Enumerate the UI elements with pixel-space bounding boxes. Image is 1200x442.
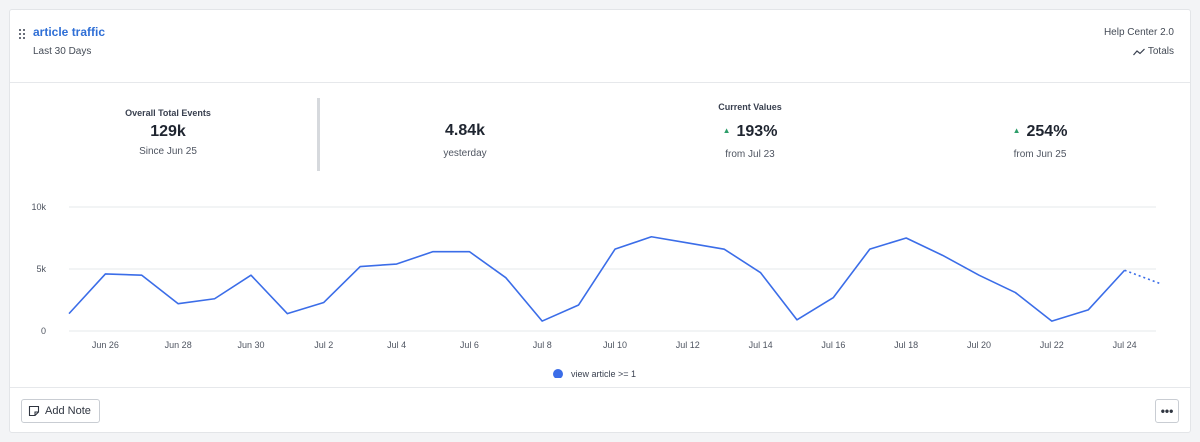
legend-marker xyxy=(553,369,563,378)
data-point xyxy=(321,300,326,305)
data-point xyxy=(540,319,545,324)
data-point xyxy=(1086,307,1091,312)
data-point xyxy=(758,270,763,275)
change-from-jun25-stat: ▲ 254% from Jun 25 xyxy=(940,123,1140,160)
data-point xyxy=(67,311,72,316)
drag-handle-icon[interactable] xyxy=(19,29,27,41)
trend-line-icon xyxy=(1132,48,1145,55)
yesterday-label: yesterday xyxy=(443,148,487,159)
x-tick-label: Jun 30 xyxy=(237,340,264,350)
data-point xyxy=(831,295,836,300)
series-line xyxy=(68,235,1126,322)
data-point xyxy=(212,296,217,301)
overall-total-since: Since Jun 25 xyxy=(139,146,197,157)
data-point xyxy=(649,234,654,239)
change-from-jun25-label: from Jun 25 xyxy=(1013,149,1067,160)
data-point xyxy=(904,236,909,241)
ellipsis-icon[interactable]: ••• xyxy=(1155,399,1179,423)
add-note-label: Add Note xyxy=(45,405,91,417)
data-point xyxy=(1122,268,1127,273)
date-range-label: Last 30 Days xyxy=(33,46,92,57)
series-incomplete-line xyxy=(1124,269,1162,285)
y-tick-label: 10k xyxy=(31,202,46,212)
up-arrow-icon: ▲ xyxy=(722,126,731,135)
chart-title[interactable]: article traffic xyxy=(33,25,106,39)
overall-total-label: Overall Total Events xyxy=(125,108,211,118)
y-tick-label: 5k xyxy=(36,264,46,274)
card-header: article traffic Last 30 Days Help Center… xyxy=(10,10,1190,83)
data-point xyxy=(103,271,108,276)
change-from-jul23-stat: ▲ 193% from Jul 23 xyxy=(650,123,850,160)
yesterday-stat: 4.84k yesterday xyxy=(365,122,565,159)
data-point xyxy=(977,273,982,278)
x-tick-label: Jul 14 xyxy=(749,340,773,350)
x-tick-label: Jul 10 xyxy=(603,340,627,350)
x-tick-label: Jul 16 xyxy=(821,340,845,350)
yesterday-value: 4.84k xyxy=(444,122,486,139)
change-from-jun25-value: 254% xyxy=(1026,123,1068,140)
legend-label: view article >= 1 xyxy=(571,369,636,378)
x-tick-label: Jul 4 xyxy=(387,340,406,350)
project-name: Help Center 2.0 xyxy=(1103,27,1174,38)
x-tick-label: Jul 2 xyxy=(314,340,333,350)
data-point xyxy=(722,247,727,252)
card-footer: Add Note ••• xyxy=(10,387,1190,435)
data-point xyxy=(940,253,945,258)
data-point xyxy=(1159,281,1164,286)
stats-divider xyxy=(317,98,320,171)
data-point xyxy=(139,273,144,278)
data-point xyxy=(795,317,800,322)
change-from-jul23-label: from Jul 23 xyxy=(725,149,775,160)
x-tick-label: Jun 28 xyxy=(165,340,192,350)
data-point xyxy=(685,240,690,245)
x-tick-label: Jul 12 xyxy=(676,340,700,350)
change-from-jul23-value: 193% xyxy=(736,123,778,140)
data-point xyxy=(467,249,472,254)
data-point xyxy=(249,273,254,278)
totals-toggle[interactable]: Totals xyxy=(1132,46,1174,57)
data-point xyxy=(176,301,181,306)
x-tick-label: Jul 20 xyxy=(967,340,991,350)
data-point xyxy=(576,302,581,307)
data-point xyxy=(867,247,872,252)
x-tick-label: Jul 18 xyxy=(894,340,918,350)
x-tick-label: Jul 22 xyxy=(1040,340,1064,350)
overall-total-stat: Overall Total Events 129k Since Jun 25 xyxy=(68,108,268,157)
x-tick-label: Jul 8 xyxy=(533,340,552,350)
chart-card: article traffic Last 30 Days Help Center… xyxy=(9,9,1191,433)
data-point xyxy=(613,247,618,252)
data-point xyxy=(358,264,363,269)
data-point xyxy=(1013,290,1018,295)
x-tick-label: Jul 6 xyxy=(460,340,479,350)
note-icon xyxy=(28,405,40,417)
data-point xyxy=(394,262,399,267)
overall-total-value: 129k xyxy=(150,123,186,140)
x-tick-label: Jun 26 xyxy=(92,340,119,350)
add-note-button[interactable]: Add Note xyxy=(21,399,100,423)
data-point xyxy=(1049,319,1054,324)
data-point xyxy=(285,311,290,316)
data-point xyxy=(503,275,508,280)
y-tick-label: 0 xyxy=(41,326,46,336)
line-chart: 0 5k 10k Jun 26 Jun 28 Jun 30 Jul 2 Jul 4 Jul 6… xyxy=(31,202,1164,378)
current-values-heading: Current Values xyxy=(718,102,782,112)
up-arrow-icon: ▲ xyxy=(1012,126,1021,135)
totals-label: Totals xyxy=(1147,46,1174,57)
data-point xyxy=(431,249,436,254)
x-tick-label: Jul 24 xyxy=(1113,340,1137,350)
